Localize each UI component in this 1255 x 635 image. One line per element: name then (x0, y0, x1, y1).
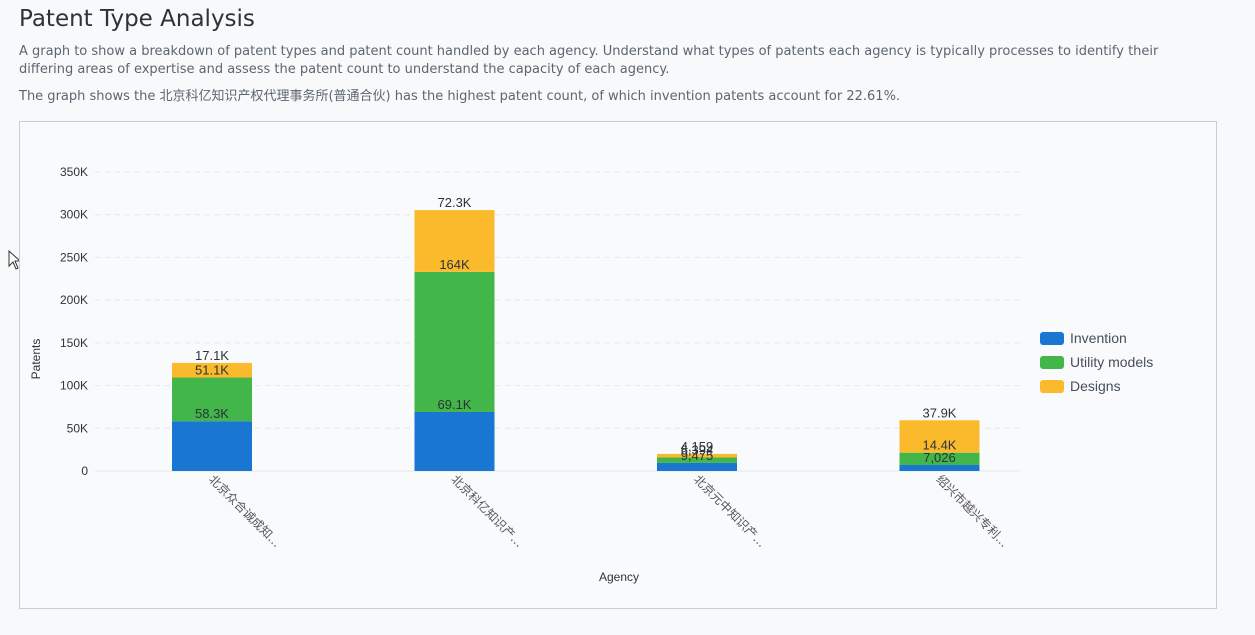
legend-label: Utility models (1070, 354, 1154, 370)
data-label: 4,159 (681, 439, 714, 454)
bar-segment-invention[interactable] (657, 462, 737, 471)
chart-summary: The graph shows the 北京科亿知识产权代理事务所(普通合伙) … (19, 89, 901, 104)
y-tick-label: 0 (81, 464, 88, 478)
x-tick-label: 绍兴市越兴专利… (933, 472, 1011, 550)
x-axis-ticks: 北京众合诚成知… 北京科亿知识产… 北京元中知识产… 绍兴市越兴专利… (206, 472, 1012, 550)
data-label: 9,475 (681, 448, 714, 463)
y-tick-label: 50K (67, 421, 88, 435)
data-label: 7,026 (923, 450, 956, 465)
bar-segment-utility-models[interactable] (657, 457, 737, 463)
data-label: 51.1K (195, 363, 229, 378)
x-tick-label: 北京科亿知识产… (448, 472, 526, 550)
page-title: Patent Type Analysis (19, 6, 255, 32)
bar-segment-utility-models[interactable] (414, 271, 495, 412)
bar-segment-utility-models[interactable] (899, 452, 980, 465)
page-description: A graph to show a breakdown of patent ty… (19, 44, 1159, 77)
legend-swatch (1040, 355, 1064, 369)
data-label: 72.3K (438, 195, 472, 210)
y-tick-label: 300K (60, 208, 88, 222)
legend-swatch (1040, 331, 1064, 345)
data-label: 164K (439, 257, 470, 272)
data-label: 37.9K (923, 405, 957, 420)
data-label: 6,394 (681, 442, 714, 457)
bars (172, 210, 980, 471)
chart-panel: 0 50K 100K 150K 200K 250K 300K 350K 58.3K 51.1K 1… (19, 121, 1217, 609)
x-tick-label: 北京元中知识产… (691, 472, 769, 550)
y-tick-label: 250K (60, 250, 88, 264)
legend-swatch (1040, 379, 1064, 393)
legend-item-designs[interactable]: Designs (1040, 374, 1153, 398)
bar-segment-invention[interactable] (414, 411, 495, 471)
legend-label: Invention (1070, 330, 1127, 346)
bar-segment-designs[interactable] (899, 420, 980, 453)
grid-lines (95, 171, 1020, 472)
y-tick-label: 200K (60, 293, 88, 307)
x-tick-label: 北京众合诚成知… (206, 472, 284, 550)
bar-segment-designs[interactable] (657, 453, 737, 458)
x-axis-title: Agency (599, 570, 639, 584)
bar-segment-invention[interactable] (172, 421, 252, 471)
bar-segment-utility-models[interactable] (172, 377, 252, 422)
legend-item-invention[interactable]: Invention (1040, 326, 1153, 350)
chart-legend: Invention Utility models Designs (1040, 326, 1153, 398)
legend-label: Designs (1070, 378, 1121, 394)
y-axis-ticks: 0 50K 100K 150K 200K 250K 300K 350K (60, 165, 88, 478)
y-tick-label: 150K (60, 336, 88, 350)
bar-segment-designs[interactable] (172, 362, 252, 378)
y-axis-title: Patents (29, 339, 43, 380)
y-tick-label: 350K (60, 165, 88, 179)
data-label: 58.3K (195, 406, 229, 421)
data-label: 69.1K (438, 397, 472, 412)
bar-segment-invention[interactable] (899, 464, 980, 471)
legend-item-utility-models[interactable]: Utility models (1040, 350, 1153, 374)
data-label: 14.4K (923, 438, 957, 453)
bar-segment-designs[interactable] (414, 210, 495, 272)
data-label: 17.1K (195, 348, 229, 363)
y-tick-label: 100K (60, 379, 88, 393)
